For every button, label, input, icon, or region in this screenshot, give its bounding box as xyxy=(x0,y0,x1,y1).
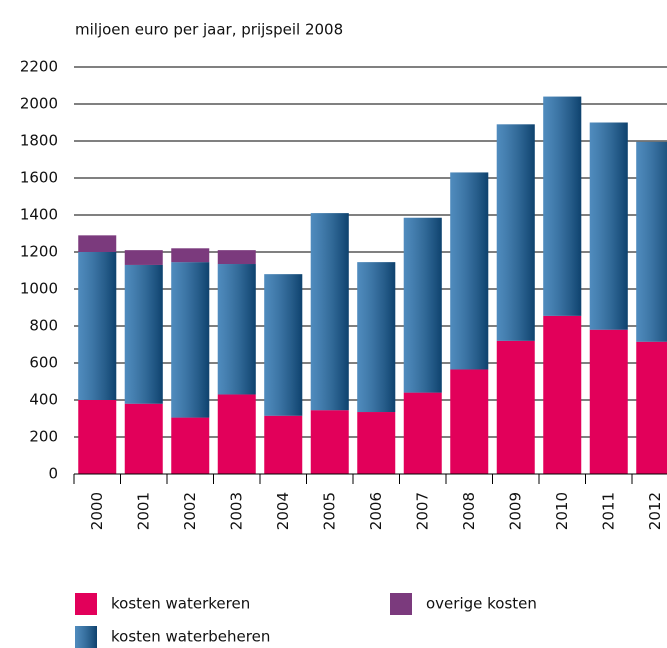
x-tick-label: 2011 xyxy=(599,492,617,530)
x-tick-label: 2001 xyxy=(134,492,152,530)
bar-segment xyxy=(310,410,349,474)
bar-segment xyxy=(171,248,210,263)
bar-shade xyxy=(496,124,535,341)
y-tick-label: 1400 xyxy=(20,206,58,224)
bar-segment xyxy=(496,340,535,474)
bar-segment xyxy=(589,329,628,474)
y-tick-label: 0 xyxy=(48,465,58,483)
legend-swatch xyxy=(75,593,97,615)
x-tick-label: 2009 xyxy=(506,492,524,530)
bar-shade xyxy=(124,264,163,404)
y-tick-label: 200 xyxy=(29,428,58,446)
y-tick-label: 600 xyxy=(29,354,58,372)
bar-shade xyxy=(589,122,628,330)
bar-segment xyxy=(403,392,442,474)
bar-shade xyxy=(357,262,396,413)
x-tick-label: 2012 xyxy=(646,492,664,530)
y-tick-label: 2000 xyxy=(20,95,58,113)
x-tick-label: 2000 xyxy=(88,492,106,530)
bar-shade xyxy=(450,172,489,370)
y-tick-label: 800 xyxy=(29,317,58,335)
legend-label: kosten waterkeren xyxy=(111,595,250,613)
bar-shade xyxy=(78,252,117,400)
bar-shade xyxy=(403,217,442,393)
bar-segment xyxy=(124,250,163,265)
bar-shade xyxy=(543,96,582,316)
bar-segment xyxy=(171,417,210,474)
bar-segment xyxy=(78,235,117,252)
bar-shade xyxy=(217,264,256,395)
legend-label: kosten waterbeheren xyxy=(111,628,270,646)
y-tick-label: 1200 xyxy=(20,243,58,261)
x-tick-label: 2004 xyxy=(274,492,292,530)
x-tick-label: 2006 xyxy=(367,492,385,530)
y-tick-label: 400 xyxy=(29,391,58,409)
bar-shade xyxy=(264,274,303,416)
bar-segment xyxy=(217,250,256,265)
bar-segment xyxy=(450,369,489,474)
x-tick-label: 2010 xyxy=(553,492,571,530)
bar-segment xyxy=(357,412,396,474)
x-tick-label: 2007 xyxy=(413,492,431,530)
y-tick-label: 1000 xyxy=(20,280,58,298)
y-tick-label: 1600 xyxy=(20,169,58,187)
chart-title: miljoen euro per jaar, prijspeil 2008 xyxy=(75,21,343,39)
legend-shade xyxy=(75,626,97,648)
bar-segment xyxy=(264,415,303,474)
x-tick-label: 2005 xyxy=(320,492,338,530)
bar-shade xyxy=(310,213,349,411)
bar-segment xyxy=(124,403,163,474)
x-tick-label: 2008 xyxy=(460,492,478,530)
y-tick-label: 1800 xyxy=(20,132,58,150)
bar-segment xyxy=(78,400,117,474)
y-tick-label: 2200 xyxy=(20,58,58,76)
bar-segment xyxy=(217,394,256,474)
bar-segment xyxy=(636,341,667,474)
legend-label: overige kosten xyxy=(426,595,537,613)
x-tick-label: 2002 xyxy=(181,492,199,530)
legend-swatch xyxy=(390,593,412,615)
bar-shade xyxy=(636,141,667,342)
bar-shade xyxy=(171,262,210,418)
bar-segment xyxy=(543,315,582,474)
x-tick-label: 2003 xyxy=(227,492,245,530)
